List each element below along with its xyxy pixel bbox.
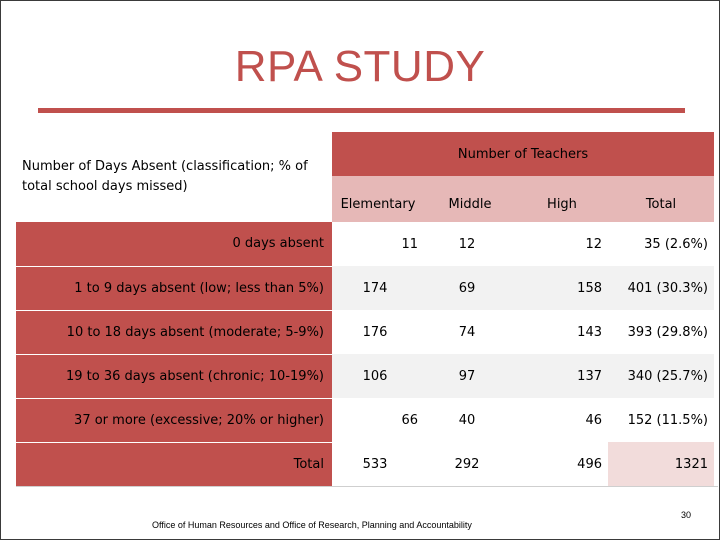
cell-middle: 69: [424, 266, 516, 310]
title-underline: [38, 108, 685, 113]
col-header-elementary: Elementary: [332, 176, 424, 222]
cell-elementary: 11: [332, 222, 424, 266]
footer-source: Office of Human Resources and Office of …: [152, 520, 472, 530]
cell-middle: 40: [424, 398, 516, 442]
cell-total: 401 (30.3%): [608, 266, 714, 310]
cell-middle: 292: [424, 442, 516, 486]
col-header-total: Total: [608, 176, 714, 222]
cell-middle: 74: [424, 310, 516, 354]
table-row: 0 days absent 11 12 12 35 (2.6%): [16, 222, 714, 266]
cell-high: 143: [516, 310, 608, 354]
cell-middle: 12: [424, 222, 516, 266]
row-header-label: Number of Days Absent (classification; %…: [16, 132, 332, 222]
col-header-high: High: [516, 176, 608, 222]
table-bottom-rule: [16, 486, 718, 487]
col-header-middle: Middle: [424, 176, 516, 222]
row-label: 10 to 18 days absent (moderate; 5-9%): [16, 309, 332, 354]
cell-elementary: 176: [332, 310, 424, 354]
row-label: 1 to 9 days absent (low; less than 5%): [16, 265, 332, 310]
row-label: 0 days absent: [16, 222, 332, 266]
cell-middle: 97: [424, 354, 516, 398]
cell-high: 496: [516, 442, 608, 486]
cell-total: 35 (2.6%): [608, 222, 714, 266]
page-title: RPA STUDY: [234, 42, 486, 91]
cell-total: 1321: [608, 442, 714, 486]
cell-high: 158: [516, 266, 608, 310]
cell-elementary: 106: [332, 354, 424, 398]
cell-elementary: 533: [332, 442, 424, 486]
cell-total: 152 (11.5%): [608, 398, 714, 442]
cell-high: 12: [516, 222, 608, 266]
row-label: Total: [16, 441, 332, 486]
cell-total: 340 (25.7%): [608, 354, 714, 398]
cell-high: 46: [516, 398, 608, 442]
table-row: 19 to 36 days absent (chronic; 10-19%) 1…: [16, 353, 714, 398]
table-row: 10 to 18 days absent (moderate; 5-9%) 17…: [16, 309, 714, 354]
cell-total: 393 (29.8%): [608, 310, 714, 354]
cell-elementary: 66: [332, 398, 424, 442]
teachers-group-header: Number of Teachers: [332, 132, 714, 176]
total-row: Total 533 292 496 1321: [16, 441, 714, 486]
cell-high: 137: [516, 354, 608, 398]
table-row: 1 to 9 days absent (low; less than 5%) 1…: [16, 265, 714, 310]
row-label: 19 to 36 days absent (chronic; 10-19%): [16, 353, 332, 398]
page-number: 30: [681, 510, 692, 520]
table-row: 37 or more (excessive; 20% or higher) 66…: [16, 397, 714, 442]
cell-elementary: 174: [332, 266, 424, 310]
absence-table: Number of Days Absent (classification; %…: [16, 132, 714, 486]
row-label: 37 or more (excessive; 20% or higher): [16, 397, 332, 442]
